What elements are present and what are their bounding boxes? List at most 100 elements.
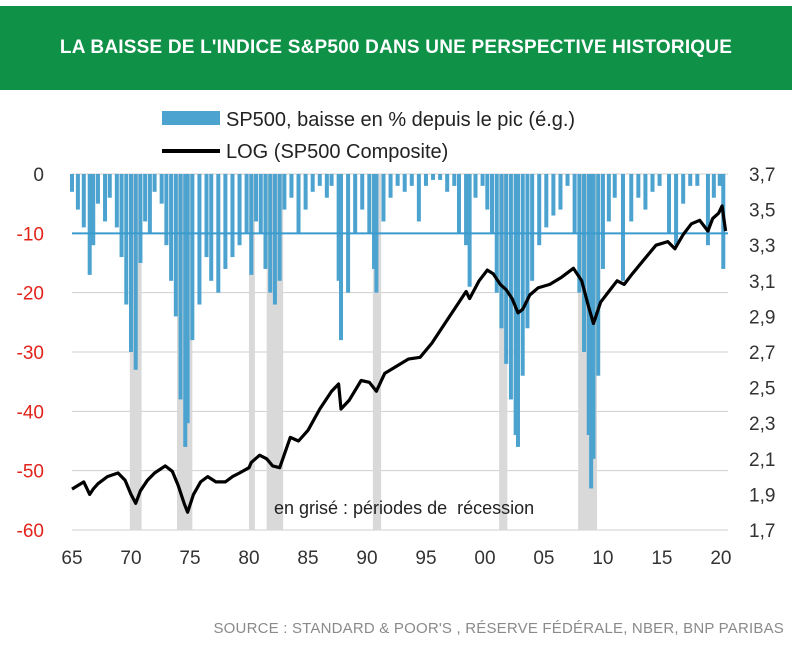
drawdown-bar xyxy=(128,174,133,352)
x-tick-label: 20 xyxy=(710,548,731,569)
legend-swatch-bars xyxy=(162,111,220,125)
left-tick-label: -40 xyxy=(17,402,44,423)
right-tick-label: 1,7 xyxy=(749,521,775,542)
drawdown-bar xyxy=(178,174,183,400)
drawdown-bar xyxy=(353,174,358,234)
left-axis-ticks: 0 -10 -20 -30 -40 -50 -60 xyxy=(17,165,44,542)
left-tick-label: 0 xyxy=(33,165,44,186)
drawdown-bar xyxy=(381,174,386,222)
drawdown-bar xyxy=(530,174,535,281)
chart-title-banner: LA BAISSE DE L'INDICE S&P500 DANS UNE PE… xyxy=(0,6,792,90)
legend: SP500, baisse en % depuis le pic (é.g.) … xyxy=(162,109,575,163)
drawdown-bars xyxy=(69,174,726,489)
log-sp500-line xyxy=(71,204,728,514)
drawdown-bar xyxy=(282,174,287,210)
recession-band xyxy=(372,174,382,530)
drawdown-bar xyxy=(258,174,263,234)
drawdown-bar xyxy=(152,174,157,192)
drawdown-bar xyxy=(360,174,365,210)
drawdown-bar xyxy=(388,174,393,198)
recession-band xyxy=(499,174,508,530)
right-tick-label: 3,1 xyxy=(749,272,775,293)
drawdown-bar xyxy=(402,174,407,192)
drawdown-bar xyxy=(367,174,372,234)
drawdown-bar xyxy=(667,174,672,234)
drawdown-bar xyxy=(324,174,329,198)
drawdown-bar xyxy=(606,174,611,222)
drawdown-bar xyxy=(591,174,596,459)
left-tick-label: -60 xyxy=(17,521,44,542)
drawdown-bar xyxy=(296,174,301,234)
drawdown-bar xyxy=(636,174,641,198)
drawdown-bar xyxy=(204,174,209,258)
drawdown-bar xyxy=(480,174,485,186)
drawdown-bar xyxy=(209,174,214,281)
drawdown-bar xyxy=(600,174,605,269)
drawdown-bar xyxy=(190,174,195,341)
drawdown-bar xyxy=(431,174,436,180)
drawdown-bar xyxy=(525,174,530,329)
drawdown-bar xyxy=(75,174,80,210)
drawdown-bar xyxy=(254,174,259,222)
drawdown-bar xyxy=(688,174,693,186)
right-tick-label: 2,5 xyxy=(749,379,775,400)
drawdown-bar xyxy=(133,174,138,370)
drawdown-bar xyxy=(237,174,242,246)
x-tick-label: 90 xyxy=(356,548,377,569)
drawdown-bar xyxy=(395,174,400,186)
drawdown-bar xyxy=(272,174,277,305)
drawdown-bar xyxy=(223,174,228,269)
x-axis-ticks: 65 70 75 80 85 90 95 00 05 10 15 20 xyxy=(61,548,731,569)
source-note: SOURCE : STANDARD & POOR'S , RÉSERVE FÉD… xyxy=(213,620,784,637)
drawdown-bar xyxy=(499,174,504,329)
drawdown-bar xyxy=(589,174,594,489)
right-tick-label: 3,3 xyxy=(749,236,775,257)
drawdown-bar xyxy=(244,174,249,234)
drawdown-bar xyxy=(452,174,457,186)
right-tick-label: 2,9 xyxy=(749,307,775,328)
chart-title: LA BAISSE DE L'INDICE S&P500 DANS UNE PE… xyxy=(59,37,733,58)
drawdown-bar xyxy=(558,174,563,210)
drawdown-bar xyxy=(650,174,655,192)
drawdown-bar xyxy=(473,174,478,198)
drawdown-bar xyxy=(173,174,178,317)
chart-area: 0 -10 -20 -30 -40 -50 -60 3,7 3,5 3,3 3,1 2,9 2,7 2,… xyxy=(17,109,776,569)
x-tick-label: 70 xyxy=(120,548,141,569)
x-tick-label: 05 xyxy=(533,548,554,569)
right-tick-label: 3,5 xyxy=(749,201,775,222)
drawdown-bar xyxy=(147,174,152,234)
right-tick-label: 1,9 xyxy=(749,485,775,506)
drawdown-bar xyxy=(185,174,190,424)
x-tick-label: 95 xyxy=(415,548,436,569)
drawdown-bar xyxy=(124,174,129,305)
drawdown-bar xyxy=(339,174,344,341)
drawdown-bar xyxy=(138,174,143,263)
recession-annotation: en grisé : périodes de récession xyxy=(274,498,534,518)
drawdown-bar xyxy=(289,174,294,198)
drawdown-bar xyxy=(711,174,716,198)
drawdown-bar xyxy=(95,174,100,204)
drawdown-bar xyxy=(565,174,570,186)
drawdown-bar xyxy=(508,174,513,400)
drawdown-bar xyxy=(336,174,341,281)
drawdown-bar xyxy=(103,174,108,222)
drawdown-bar xyxy=(467,174,472,287)
x-tick-label: 65 xyxy=(61,548,82,569)
x-tick-label: 10 xyxy=(592,548,613,569)
drawdown-bar xyxy=(695,174,700,186)
drawdown-bar xyxy=(87,174,92,275)
left-tick-label: -30 xyxy=(17,343,44,364)
drawdown-bar xyxy=(69,174,75,192)
x-tick-label: 00 xyxy=(474,548,495,569)
drawdown-bar xyxy=(249,174,254,275)
drawdown-bar xyxy=(681,174,686,204)
drawdown-bar xyxy=(717,174,722,186)
drawdown-bar xyxy=(643,174,648,210)
drawdown-bar xyxy=(329,174,334,186)
drawdown-bar xyxy=(164,174,169,246)
drawdown-bar xyxy=(409,174,414,186)
legend-label-line: LOG (SP500 Composite) xyxy=(226,141,448,163)
drawdown-bar xyxy=(81,174,86,228)
drawdown-bar xyxy=(551,174,556,216)
drawdown-bar xyxy=(263,174,268,269)
